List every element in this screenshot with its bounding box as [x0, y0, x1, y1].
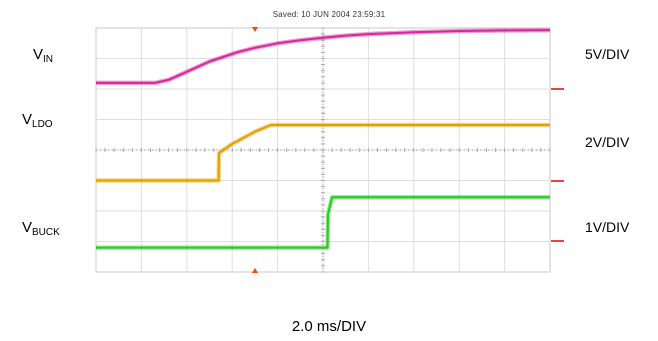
label-vin: VIN: [33, 46, 54, 65]
trigger-marker-top: [252, 27, 258, 32]
scale-vin: 5V/DIV: [585, 46, 630, 62]
saved-timestamp: Saved: 10 JUN 2004 23:59:31: [272, 10, 386, 19]
trace-vin: [96, 29, 551, 84]
trace-vbuck: [96, 196, 550, 249]
scale-vbuck: 1V/DIV: [585, 219, 630, 235]
timebase-label: 2.0 ms/DIV: [291, 318, 367, 335]
label-vldo: VLDO: [22, 111, 53, 130]
trigger-marker-bottom: [252, 268, 258, 273]
label-vbuck: VBUCK: [22, 219, 60, 238]
trace-vldo: [96, 124, 550, 182]
scale-vldo: 2V/DIV: [585, 134, 630, 150]
